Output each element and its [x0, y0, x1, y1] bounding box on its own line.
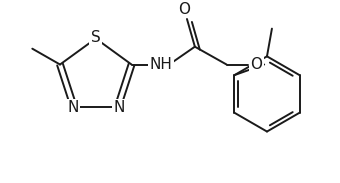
Text: O: O [250, 57, 262, 72]
Text: N: N [67, 100, 79, 115]
Text: O: O [178, 2, 190, 17]
Text: S: S [91, 30, 101, 45]
Text: NH: NH [150, 57, 173, 72]
Text: N: N [113, 100, 124, 115]
